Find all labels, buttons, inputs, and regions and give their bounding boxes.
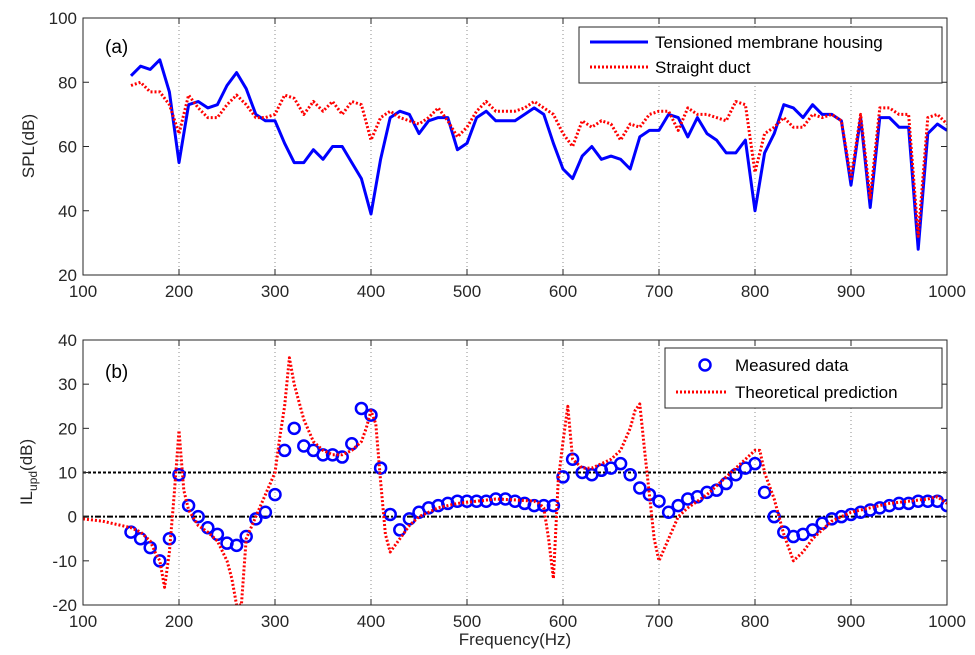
legend-label-tensioned-membrane: Tensioned membrane housing bbox=[655, 33, 883, 52]
panel-b-y-tick-label: 10 bbox=[58, 464, 77, 483]
point-measured-data bbox=[613, 456, 628, 471]
panel-b-xlabel: Frequency(Hz) bbox=[459, 630, 571, 649]
panel-a-y-ticks: 20 40 60 80 100 bbox=[49, 9, 947, 285]
point-measured-data bbox=[450, 494, 465, 508]
panel-a-x-ticks: 100 200 300 400 500 600 700 800 900 1000 bbox=[69, 18, 966, 301]
panel-b-legend-box bbox=[664, 347, 943, 409]
point-measured-data bbox=[335, 450, 349, 464]
panel-b-x-tick-label: 200 bbox=[165, 612, 193, 631]
panel-b-x-tick-label: 500 bbox=[453, 612, 481, 631]
panel-a-x-tick-label: 600 bbox=[549, 282, 577, 301]
panel-a-x-tick-label: 400 bbox=[357, 282, 385, 301]
point-measured-data bbox=[393, 523, 407, 537]
ylabel-unit: (dB) bbox=[17, 439, 36, 471]
panel-a-y-tick-label: 40 bbox=[58, 202, 77, 221]
point-measured-data bbox=[172, 467, 186, 482]
panel-b-ylabel: ILupd(dB) bbox=[17, 439, 40, 505]
panel-a-x-tick-label: 800 bbox=[741, 282, 769, 301]
point-measured-data bbox=[757, 485, 772, 500]
point-measured-data bbox=[354, 401, 369, 416]
panel-b-y-tick-label: 0 bbox=[68, 508, 77, 527]
panel-a-x-tick-label: 300 bbox=[261, 282, 289, 301]
point-measured-data bbox=[287, 421, 301, 436]
panel-a-ylabel: SPL(dB) bbox=[19, 114, 38, 178]
panel-b-x-tick-label: 300 bbox=[261, 612, 289, 631]
panel-a-x-tick-label: 500 bbox=[453, 282, 481, 301]
panel-b-x-tick-label: 900 bbox=[837, 612, 865, 631]
point-measured-data bbox=[153, 554, 167, 568]
panel-b-x-tick-label: 400 bbox=[357, 612, 385, 631]
panel-a-y-tick-label: 60 bbox=[58, 138, 77, 157]
panel-b-y-tick-label: -10 bbox=[52, 552, 77, 571]
panel-b-series bbox=[83, 356, 947, 605]
panel-b-reference-lines bbox=[83, 471, 947, 518]
panel-b-x-tick-label: 800 bbox=[741, 612, 769, 631]
panel-a-legend-box bbox=[578, 26, 943, 84]
panel-b-legend: Measured data Theoretical prediction bbox=[664, 347, 943, 409]
panel-a-y-tick-label: 80 bbox=[58, 73, 77, 92]
panel-b-y-tick-label: 40 bbox=[58, 331, 77, 350]
point-measured-data bbox=[661, 505, 676, 519]
panel-b-y-tick-label: -20 bbox=[52, 596, 77, 615]
point-measured-data bbox=[652, 494, 666, 508]
legend-label-straight-duct: Straight duct bbox=[655, 58, 751, 77]
point-measured-data bbox=[921, 494, 935, 508]
panel-b-y-ticks: -20 -10 0 10 20 30 40 bbox=[52, 331, 947, 615]
legend-swatch-measured-data bbox=[698, 358, 712, 372]
point-measured-data bbox=[767, 509, 781, 524]
point-measured-data bbox=[546, 498, 561, 513]
point-measured-data bbox=[537, 498, 551, 513]
legend-label-measured-data: Measured data bbox=[735, 356, 849, 375]
panel-a-y-tick-label: 100 bbox=[49, 9, 77, 28]
panel-a-x-tick-label: 100 bbox=[69, 282, 97, 301]
point-measured-data bbox=[805, 523, 820, 537]
panel-b-y-tick-label: 30 bbox=[58, 375, 77, 394]
point-measured-data bbox=[191, 509, 205, 524]
panel-b-x-tick-label: 600 bbox=[549, 612, 577, 631]
panel-a-x-tick-label: 700 bbox=[645, 282, 673, 301]
point-measured-data bbox=[940, 498, 947, 513]
panel-a-x-tick-label: 1000 bbox=[928, 282, 966, 301]
panel-b-x-tick-label: 1000 bbox=[928, 612, 966, 631]
point-measured-data bbox=[258, 505, 273, 519]
panel-b-label: (b) bbox=[105, 362, 128, 383]
panel-b-y-tick-label: 20 bbox=[58, 419, 77, 438]
point-measured-data bbox=[268, 487, 282, 502]
panel-a: 100 200 300 400 500 600 700 800 900 1000 20 40 60 80… bbox=[19, 9, 966, 301]
series-line-theoretical-prediction bbox=[83, 356, 947, 605]
panel-a-label: (a) bbox=[105, 37, 128, 58]
panel-a-series bbox=[129, 58, 947, 251]
ylabel-main: IL bbox=[17, 491, 36, 505]
series-line-tensioned-membrane-housing bbox=[129, 58, 947, 251]
point-measured-data bbox=[729, 467, 743, 482]
panel-b: 100 200 300 400 500 600 700 800 900 1000 -20-1001… bbox=[17, 331, 966, 649]
panel-b-x-tick-label: 100 bbox=[69, 612, 97, 631]
point-measured-data bbox=[383, 507, 397, 522]
panel-a-legend: Tensioned membrane housing Straight duct bbox=[578, 26, 943, 84]
point-measured-data bbox=[460, 494, 474, 508]
point-measured-data bbox=[633, 481, 647, 495]
panel-b-x-ticks: 100 200 300 400 500 600 700 800 900 1000 bbox=[69, 340, 966, 631]
point-measured-data bbox=[249, 512, 263, 526]
panel-a-y-tick-label: 20 bbox=[58, 266, 77, 285]
point-measured-data bbox=[671, 498, 685, 513]
point-measured-data bbox=[623, 467, 637, 482]
panel-b-x-tick-label: 700 bbox=[645, 612, 673, 631]
panel-a-x-tick-label: 200 bbox=[165, 282, 193, 301]
panel-a-x-tick-label: 900 bbox=[837, 282, 865, 301]
series-line-straight-duct bbox=[130, 80, 947, 238]
point-measured-data bbox=[229, 538, 244, 553]
ylabel-subscript: upd bbox=[26, 471, 40, 491]
point-measured-data bbox=[748, 456, 762, 471]
legend-label-theoretical-prediction: Theoretical prediction bbox=[735, 383, 898, 402]
panel-a-grid bbox=[178, 18, 852, 275]
point-measured-data bbox=[277, 443, 292, 458]
